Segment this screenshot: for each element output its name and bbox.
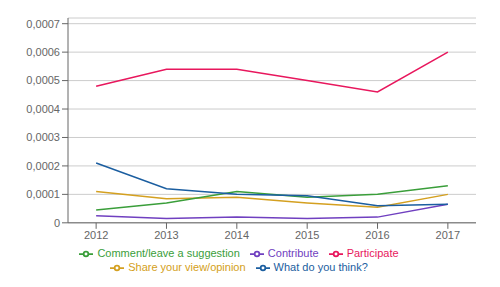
- svg-text:2014: 2014: [225, 229, 249, 241]
- html-text:Share your view/opinion: Share your view/opinion: [128, 260, 246, 273]
- svg-text:0: 0: [54, 217, 60, 229]
- svg-text:2013: 2013: [154, 229, 178, 241]
- html-text:Comment/leave a suggestion: Comment/leave a suggestion: [97, 246, 240, 259]
- svg-text:2012: 2012: [84, 229, 108, 241]
- svg-text:2017: 2017: [436, 229, 460, 241]
- svg-text:0,0006: 0,0006: [26, 46, 60, 58]
- svg-text:2016: 2016: [365, 229, 389, 241]
- svg-text:0,0004: 0,0004: [26, 103, 60, 115]
- svg-text:2015: 2015: [295, 229, 319, 241]
- svg-text:0,0007: 0,0007: [26, 18, 60, 30]
- html-text:What do you think?: What do you think?: [273, 260, 368, 273]
- svg-text:0,0002: 0,0002: [26, 160, 60, 172]
- svg-text:0,0005: 0,0005: [26, 74, 60, 86]
- svg-text:0,0003: 0,0003: [26, 131, 60, 143]
- svg-text:0,0001: 0,0001: [26, 188, 60, 200]
- html-text:Participate: Participate: [346, 246, 399, 259]
- html-text:Contribute: Contribute: [267, 246, 319, 259]
